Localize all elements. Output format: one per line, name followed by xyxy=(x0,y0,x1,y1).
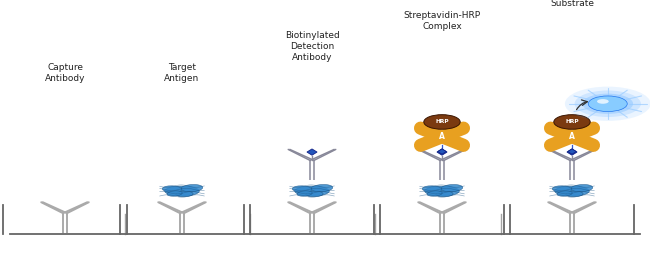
Circle shape xyxy=(575,90,641,117)
Ellipse shape xyxy=(294,186,330,196)
Ellipse shape xyxy=(552,186,572,192)
Text: HRP: HRP xyxy=(436,119,448,125)
Circle shape xyxy=(424,115,460,129)
Circle shape xyxy=(554,115,590,129)
Text: Target
Antigen: Target Antigen xyxy=(164,63,200,83)
Text: Biotinylated
Detection
Antibody: Biotinylated Detection Antibody xyxy=(285,31,339,62)
Ellipse shape xyxy=(557,191,572,196)
Text: HRP: HRP xyxy=(566,119,578,125)
Circle shape xyxy=(597,99,609,104)
Ellipse shape xyxy=(566,191,583,197)
Ellipse shape xyxy=(311,185,333,192)
Ellipse shape xyxy=(427,191,442,196)
Text: A: A xyxy=(439,132,445,141)
Ellipse shape xyxy=(176,191,193,197)
Ellipse shape xyxy=(162,186,182,192)
Polygon shape xyxy=(567,149,577,154)
Ellipse shape xyxy=(292,186,312,192)
Ellipse shape xyxy=(167,191,182,196)
Ellipse shape xyxy=(181,185,203,192)
Ellipse shape xyxy=(297,191,312,196)
Ellipse shape xyxy=(424,186,460,196)
Ellipse shape xyxy=(422,186,442,192)
Ellipse shape xyxy=(571,185,593,192)
Polygon shape xyxy=(437,149,447,155)
Polygon shape xyxy=(567,149,577,155)
Text: Streptavidin-HRP
Complex: Streptavidin-HRP Complex xyxy=(404,11,480,31)
Circle shape xyxy=(582,94,633,114)
Text: A: A xyxy=(569,132,575,141)
Ellipse shape xyxy=(436,191,453,197)
Ellipse shape xyxy=(164,186,200,196)
Circle shape xyxy=(588,96,627,112)
Ellipse shape xyxy=(554,186,590,196)
Ellipse shape xyxy=(306,191,323,197)
Polygon shape xyxy=(437,149,447,154)
Ellipse shape xyxy=(441,185,463,192)
Text: Capture
Antibody: Capture Antibody xyxy=(45,63,85,83)
Text: Luminol
Substrate: Luminol Substrate xyxy=(550,0,594,8)
Circle shape xyxy=(565,87,650,121)
Polygon shape xyxy=(307,149,317,155)
